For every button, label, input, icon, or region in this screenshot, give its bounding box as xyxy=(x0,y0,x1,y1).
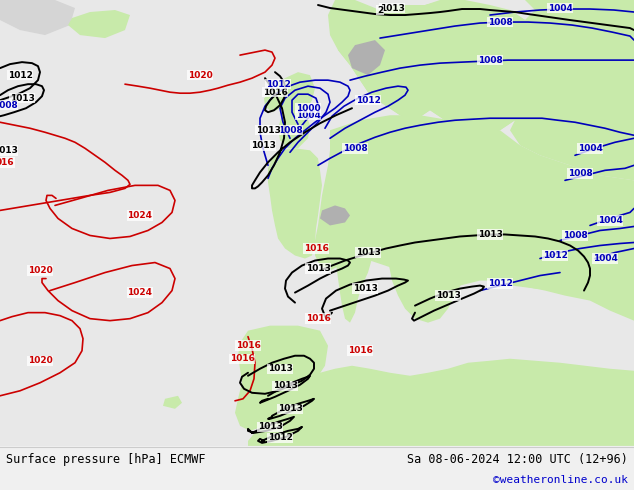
Polygon shape xyxy=(335,216,378,322)
Text: 1013: 1013 xyxy=(477,230,502,239)
Text: 1012: 1012 xyxy=(356,96,380,105)
Text: 1012: 1012 xyxy=(543,251,567,260)
Text: 1012: 1012 xyxy=(8,71,32,80)
Text: 1013: 1013 xyxy=(256,126,280,135)
Text: 1013: 1013 xyxy=(380,3,404,13)
Polygon shape xyxy=(389,243,465,322)
Text: 1012: 1012 xyxy=(268,433,292,442)
Polygon shape xyxy=(315,115,634,320)
Text: 1024: 1024 xyxy=(127,211,153,220)
Text: 1013: 1013 xyxy=(306,264,330,273)
Polygon shape xyxy=(0,0,75,35)
Text: 1004: 1004 xyxy=(548,3,573,13)
Text: 1013: 1013 xyxy=(353,284,377,293)
Text: 1020: 1020 xyxy=(28,356,53,365)
Polygon shape xyxy=(68,10,130,38)
Text: 1013: 1013 xyxy=(273,381,297,390)
Text: 1000: 1000 xyxy=(295,104,320,113)
Text: 1016: 1016 xyxy=(304,244,328,253)
Text: Sa 08-06-2024 12:00 UTC (12+96): Sa 08-06-2024 12:00 UTC (12+96) xyxy=(407,453,628,466)
Text: 1020: 1020 xyxy=(188,71,212,80)
Text: 1016: 1016 xyxy=(347,346,372,355)
Text: 1012: 1012 xyxy=(266,80,290,89)
Text: 1004: 1004 xyxy=(578,144,602,153)
Text: 1008: 1008 xyxy=(488,18,512,26)
Text: 1013: 1013 xyxy=(356,248,380,257)
Text: 016: 016 xyxy=(0,158,15,167)
Text: 1013: 1013 xyxy=(278,404,302,414)
Text: 1016: 1016 xyxy=(230,354,254,363)
Text: 1016: 1016 xyxy=(262,88,287,97)
Text: 1013: 1013 xyxy=(268,364,292,373)
Text: 1008: 1008 xyxy=(0,101,17,110)
Polygon shape xyxy=(264,90,282,112)
Polygon shape xyxy=(235,326,328,431)
Text: 1012: 1012 xyxy=(488,279,512,288)
Text: 1016: 1016 xyxy=(306,314,330,323)
Text: 1008: 1008 xyxy=(278,126,302,135)
Text: 1008: 1008 xyxy=(562,231,587,240)
Text: 1013: 1013 xyxy=(436,291,460,300)
Text: 1008: 1008 xyxy=(477,56,502,65)
Polygon shape xyxy=(338,0,530,135)
Polygon shape xyxy=(430,0,634,180)
Text: 1008: 1008 xyxy=(342,144,367,153)
Text: 1013: 1013 xyxy=(10,94,34,103)
Text: 1008: 1008 xyxy=(567,169,592,178)
Text: 1004: 1004 xyxy=(295,111,320,120)
Polygon shape xyxy=(248,359,634,446)
Polygon shape xyxy=(268,148,322,259)
Polygon shape xyxy=(320,205,350,225)
Text: 1024: 1024 xyxy=(127,288,153,297)
Text: ©weatheronline.co.uk: ©weatheronline.co.uk xyxy=(493,475,628,485)
Polygon shape xyxy=(348,40,385,75)
Text: 1013: 1013 xyxy=(0,146,18,155)
Polygon shape xyxy=(488,241,634,295)
Text: 1013: 1013 xyxy=(257,422,282,431)
Text: 1016: 1016 xyxy=(236,341,261,350)
Text: Surface pressure [hPa] ECMWF: Surface pressure [hPa] ECMWF xyxy=(6,453,205,466)
Text: 1013: 1013 xyxy=(250,141,275,150)
Polygon shape xyxy=(328,0,465,120)
Text: 1020: 1020 xyxy=(28,266,53,275)
Polygon shape xyxy=(274,72,315,148)
Text: 2: 2 xyxy=(377,5,383,15)
Polygon shape xyxy=(163,396,182,409)
Text: 1004: 1004 xyxy=(598,216,623,225)
Text: 1004: 1004 xyxy=(593,254,618,263)
